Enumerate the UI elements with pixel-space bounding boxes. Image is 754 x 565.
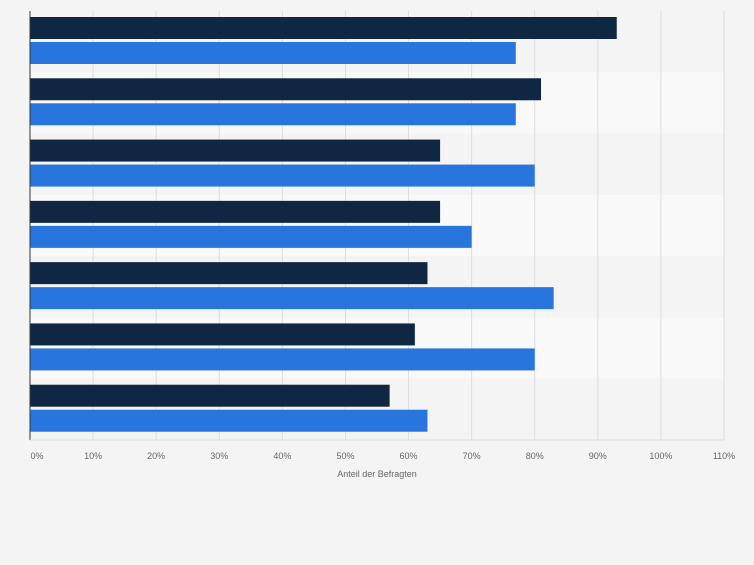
bar-series-1	[30, 262, 428, 285]
x-tick-label: 80%	[526, 451, 544, 461]
x-tick-label: 50%	[336, 451, 354, 461]
bar-series-2	[30, 348, 535, 371]
x-tick-labels: 0% 10% 20% 30% 40% 50% 60% 70% 80% 90% 100% 110%	[30, 451, 735, 461]
x-tick-label: 70%	[463, 451, 481, 461]
x-tick-label: 90%	[589, 451, 607, 461]
bar-series-2	[30, 409, 428, 432]
bar-series-2	[30, 42, 516, 64]
bar-series-2	[30, 287, 554, 310]
bar-series-2	[30, 103, 516, 126]
x-tick-label: 0%	[30, 451, 43, 461]
category-bands	[30, 11, 724, 440]
x-tick-label: 40%	[273, 451, 291, 461]
bar-series-2	[30, 225, 472, 248]
x-tick-label: 60%	[400, 451, 418, 461]
x-tick-label: 20%	[147, 451, 165, 461]
bar-series-1	[30, 78, 542, 101]
bar-series-1	[30, 323, 415, 346]
bar-series-2	[30, 164, 535, 187]
x-tick-label: 30%	[210, 451, 228, 461]
x-tick-label: 10%	[84, 451, 102, 461]
x-tick-label: 100%	[649, 451, 672, 461]
bar-series-1	[30, 17, 617, 39]
bar-series-1	[30, 200, 441, 223]
axes	[29, 11, 724, 441]
bar-series-1	[30, 139, 441, 162]
x-tick-label: 110%	[713, 451, 735, 461]
bars	[30, 17, 617, 432]
bar-series-1	[30, 384, 390, 407]
x-axis-title: Anteil der Befragten	[337, 469, 417, 479]
